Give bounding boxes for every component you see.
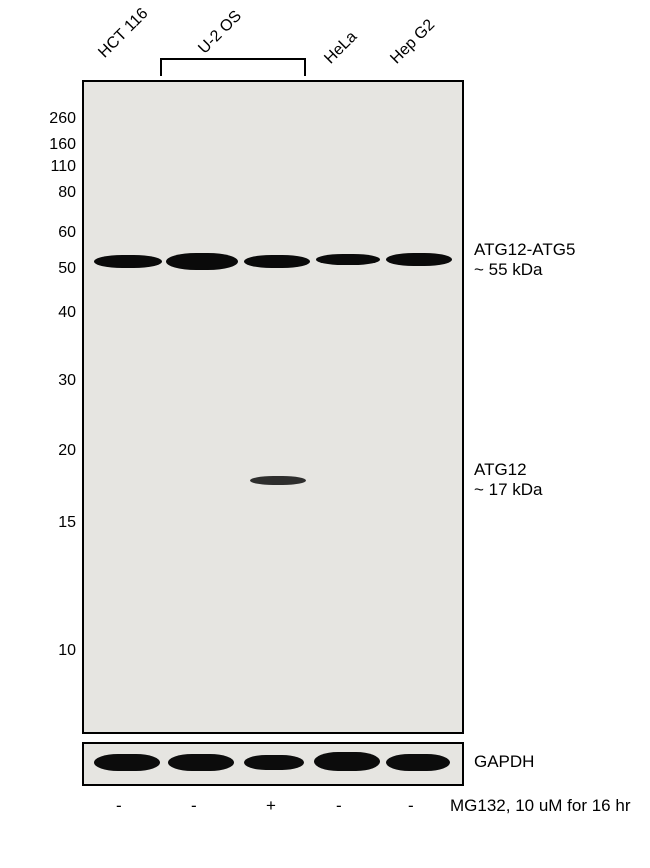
band — [244, 255, 310, 268]
mw-marker: 80 — [42, 184, 76, 202]
lane-label: U-2 OS — [195, 8, 245, 58]
treatment-value: - — [408, 796, 414, 816]
loading-blot — [82, 742, 464, 786]
mw-marker: 160 — [42, 136, 76, 154]
band — [386, 253, 452, 266]
band — [314, 752, 380, 771]
band-annotation: ATG12 ~ 17 kDa — [474, 460, 543, 500]
band-annotation-size: ~ 55 kDa — [474, 260, 575, 280]
mw-marker: 30 — [42, 372, 76, 390]
loading-control-label: GAPDH — [474, 752, 534, 772]
mw-marker: 50 — [42, 260, 76, 278]
band — [386, 754, 450, 771]
band — [244, 755, 304, 770]
band — [316, 254, 380, 265]
band — [250, 476, 306, 485]
band-annotation-name: ATG12 — [474, 460, 543, 480]
main-blot — [82, 80, 464, 734]
lane-label: HCT 116 — [95, 5, 152, 62]
mw-marker: 110 — [42, 158, 76, 176]
mw-marker: 15 — [42, 514, 76, 532]
mw-marker: 260 — [42, 110, 76, 128]
mw-marker: 10 — [42, 642, 76, 660]
treatment-label: MG132, 10 uM for 16 hr — [450, 796, 630, 816]
band-annotation: ATG12-ATG5 ~ 55 kDa — [474, 240, 575, 280]
band-annotation-name: ATG12-ATG5 — [474, 240, 575, 260]
lane-label: Hep G2 — [387, 16, 439, 68]
mw-marker: 40 — [42, 304, 76, 322]
lane-bracket — [160, 58, 306, 76]
band — [94, 255, 162, 268]
treatment-value: - — [336, 796, 342, 816]
band — [166, 253, 238, 270]
blot-figure: HCT 116 U-2 OS HeLa Hep G2 260 160 110 8… — [0, 0, 650, 868]
treatment-value: - — [116, 796, 122, 816]
band-annotation-size: ~ 17 kDa — [474, 480, 543, 500]
treatment-value: - — [191, 796, 197, 816]
treatment-value: + — [266, 796, 276, 816]
band — [168, 754, 234, 771]
band — [94, 754, 160, 771]
mw-marker: 20 — [42, 442, 76, 460]
mw-marker: 60 — [42, 224, 76, 242]
lane-label: HeLa — [321, 28, 361, 68]
